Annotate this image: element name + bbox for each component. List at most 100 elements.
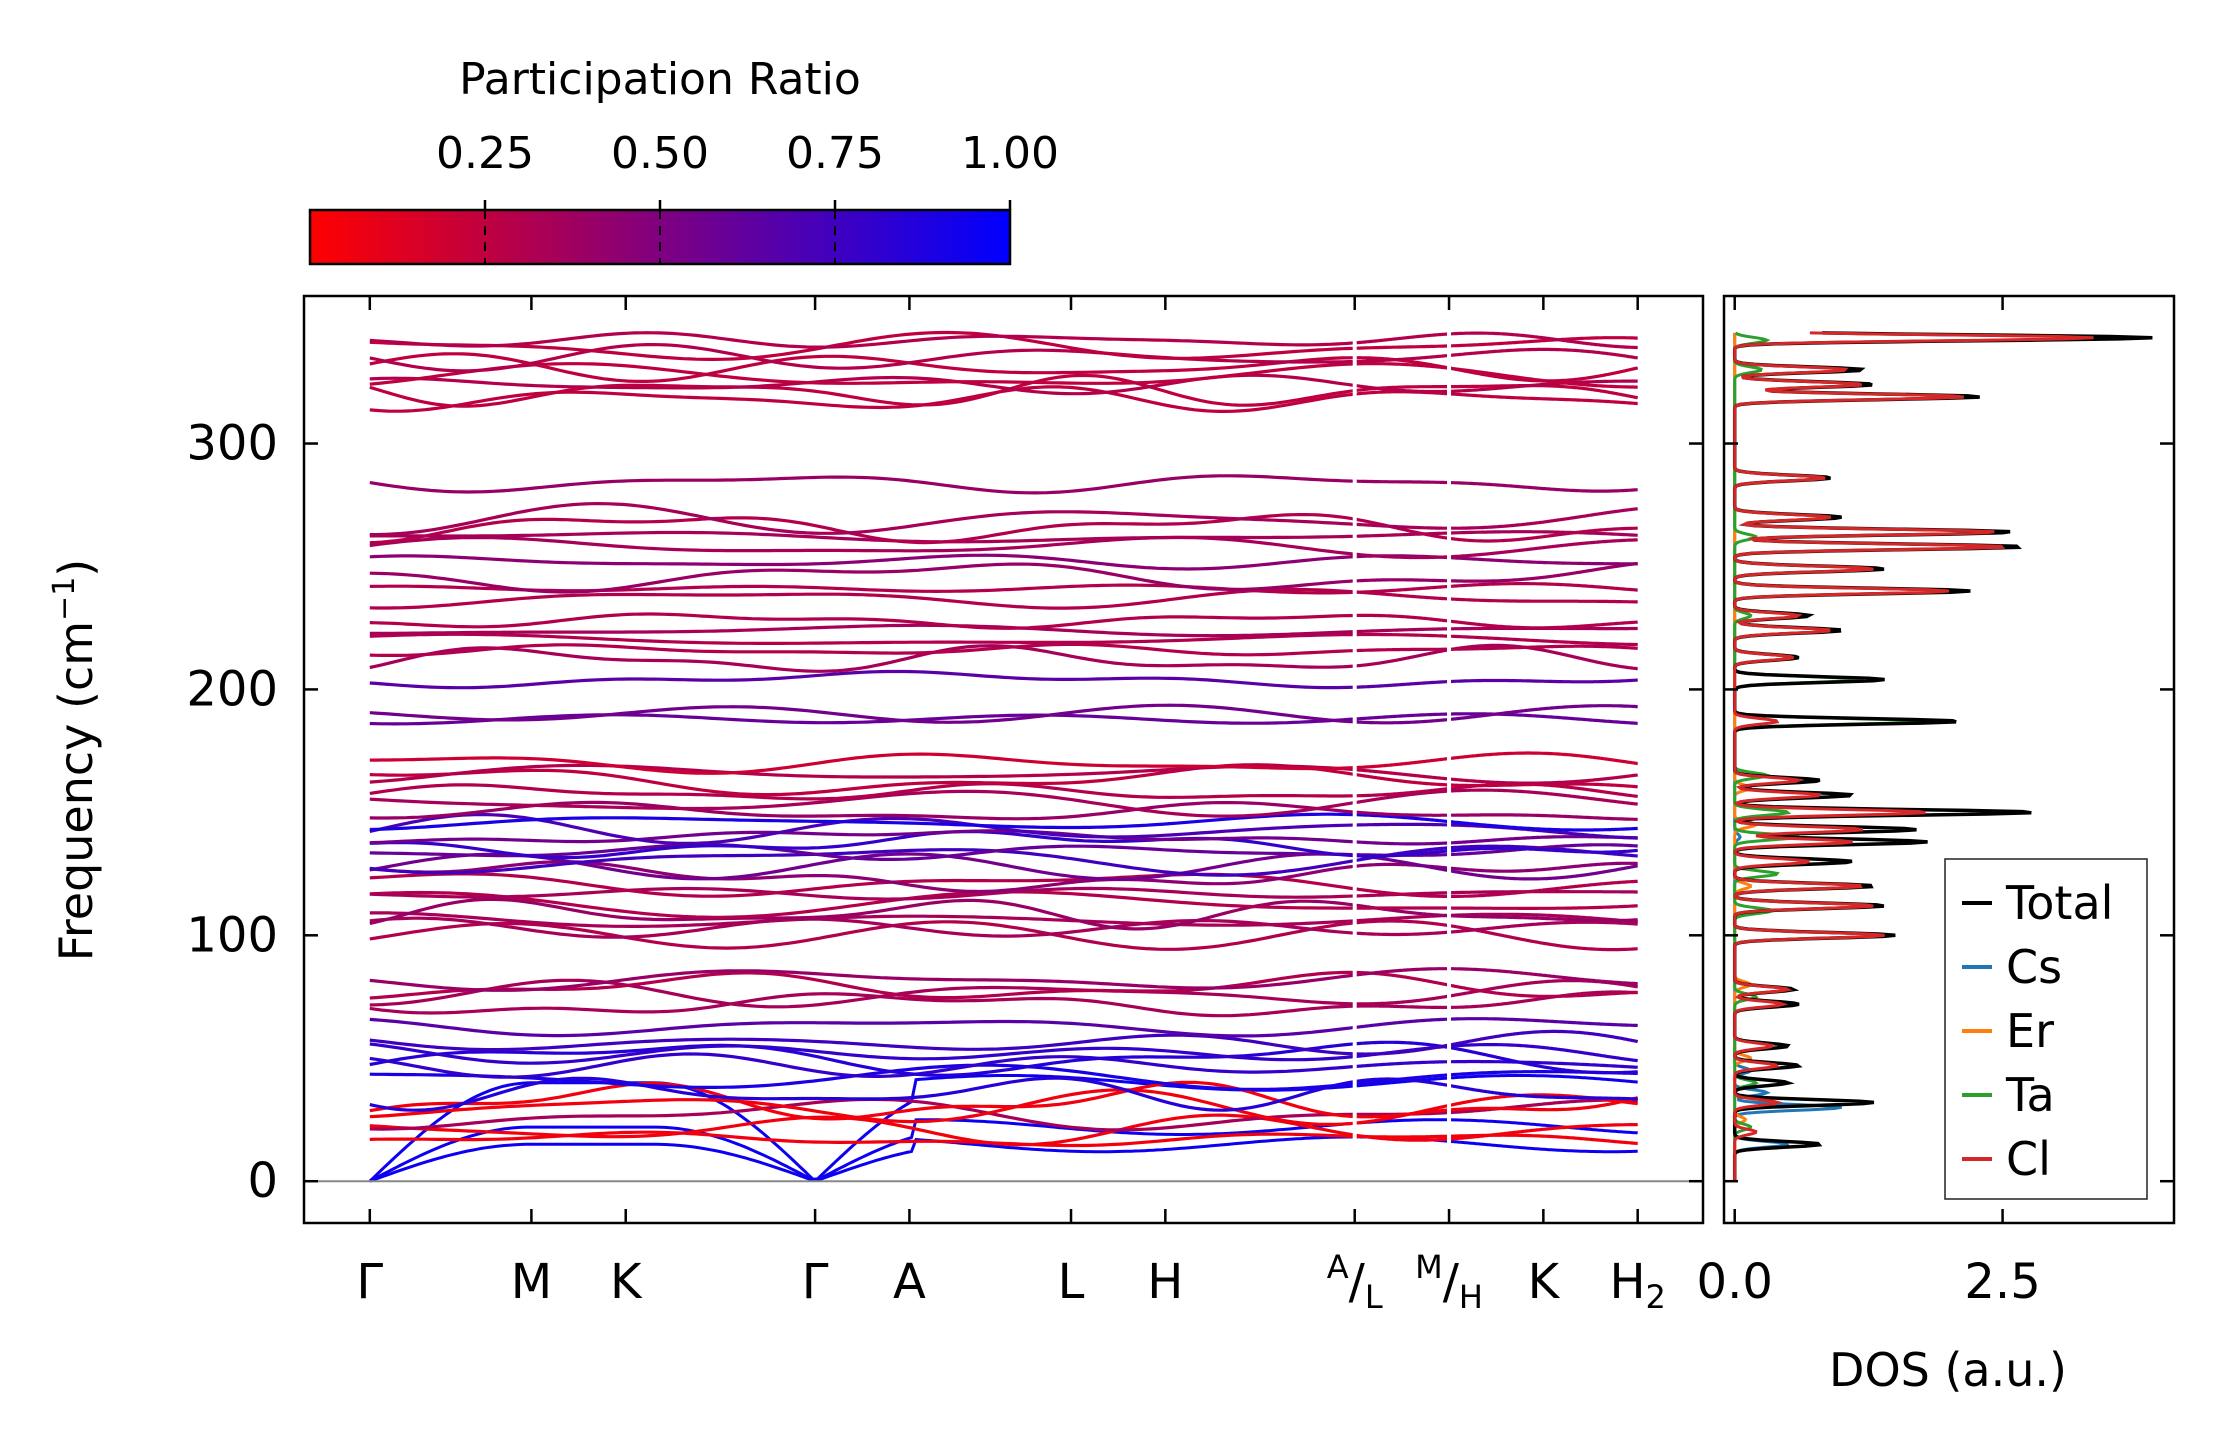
legend-label-er: Er — [2006, 1004, 2054, 1058]
phonon-band — [1354, 648, 1450, 668]
phonon-band — [369, 1076, 1355, 1112]
phonon-band — [369, 1052, 1355, 1079]
x-tick-label: K — [610, 1254, 643, 1310]
phonon-band — [1449, 1017, 1638, 1028]
phonon-band — [369, 1017, 1355, 1038]
phonon-band — [369, 812, 1355, 832]
phonon-band — [369, 763, 1355, 784]
colorbar-title: Participation Ratio — [459, 54, 861, 105]
phonon-band — [1354, 479, 1449, 485]
svg-text:Frequency (cm−1): Frequency (cm−1) — [47, 559, 103, 962]
phonon-band — [369, 612, 1355, 630]
x-tick-label: M — [511, 1254, 552, 1310]
phonon-band — [1354, 584, 1450, 594]
phonon-band — [1448, 983, 1638, 998]
phonon-band — [1448, 1122, 1638, 1141]
phonon-band — [1448, 704, 1638, 722]
phonon-band — [1354, 680, 1449, 689]
path-break — [1447, 298, 1452, 1185]
phonon-band — [1354, 1043, 1450, 1056]
phonon-band — [1449, 890, 1638, 895]
x-tick-label: M/H — [1415, 1248, 1483, 1316]
colorbar-tick-label: 0.50 — [611, 128, 709, 179]
path-break — [1352, 298, 1357, 1185]
phonon-band — [1354, 1133, 1449, 1142]
phonon-band — [1354, 994, 1450, 1006]
phonon-band — [1354, 787, 1450, 798]
y-tick-label: 100 — [186, 907, 278, 963]
acoustic-band — [369, 1118, 1355, 1183]
phonon-band — [1354, 919, 1450, 928]
phonon-band — [1354, 846, 1450, 863]
phonon-band — [369, 782, 1355, 801]
phonon-band — [1448, 773, 1638, 785]
phonon-band — [369, 669, 1355, 690]
phonon-band — [1448, 864, 1638, 881]
acoustic-band — [1449, 1118, 1638, 1135]
phonon-band — [1354, 344, 1449, 350]
dos-curve-cl — [1733, 331, 2094, 1182]
phonon-band — [1354, 840, 1450, 846]
colorbar-tick-label: 0.25 — [436, 128, 534, 179]
colorbar-tick-label: 0.75 — [786, 128, 884, 179]
dos-x-axis-label: DOS (a.u.) — [1829, 1343, 2067, 1397]
phonon-band — [1449, 379, 1638, 393]
phonon-band — [1354, 930, 1449, 937]
phonon-band — [369, 623, 1355, 638]
phonon-band — [1354, 613, 1450, 623]
phonon-band — [1449, 561, 1638, 583]
phonon-band — [1354, 578, 1449, 583]
phonon-band — [1354, 813, 1450, 824]
phonon-band — [1448, 861, 1638, 873]
y-axis-label-main: Frequency (cm — [49, 621, 103, 961]
x-tick-label: A — [893, 1254, 926, 1310]
phonon-band — [1449, 644, 1638, 651]
phonon-band — [1354, 712, 1449, 721]
dos-axes-frame — [1722, 294, 2176, 1225]
legend-label-cl: Cl — [2006, 1132, 2051, 1186]
acoustic-band — [1448, 1139, 1638, 1154]
phonon-band — [1354, 822, 1449, 827]
phonon-band — [1354, 1073, 1449, 1086]
phonon-band — [1354, 531, 1450, 538]
x-tick-label: H — [1147, 1254, 1183, 1310]
phonon-band — [1448, 788, 1638, 806]
phonon-band — [369, 897, 1355, 931]
acoustic-band — [369, 1135, 1355, 1183]
phonon-band — [1354, 768, 1449, 781]
phonon-band — [1448, 1045, 1638, 1075]
phonon-band — [369, 513, 1355, 545]
phonon-band — [369, 553, 1355, 571]
phonon-band — [369, 890, 1355, 919]
phonon-band — [1449, 712, 1638, 725]
phonon-band — [1449, 530, 1638, 537]
phonon-band — [1354, 627, 1449, 634]
phonon-band — [369, 644, 1355, 673]
phonon-band — [369, 829, 1355, 845]
phonon-band — [369, 848, 1355, 877]
phonon-band — [369, 632, 1355, 645]
y-axis-label: Frequency (cm−1) — [47, 559, 103, 962]
phonon-band — [369, 920, 1355, 951]
phonon-band — [369, 330, 1355, 361]
x-tick-label: Γ — [802, 1254, 829, 1310]
acoustic-band — [1354, 1076, 1449, 1088]
phonon-band — [1448, 643, 1638, 671]
phonon-band — [1354, 1040, 1450, 1050]
phonon-band — [1354, 647, 1449, 653]
x-tick-label: L — [1058, 1254, 1085, 1310]
phonon-band — [369, 642, 1355, 657]
phonon-band — [1354, 517, 1449, 540]
phonon-band — [1354, 522, 1449, 530]
phonon-band — [1448, 1096, 1639, 1112]
phonon-band — [1449, 1059, 1638, 1069]
y-axis-label-sup: −1 — [47, 577, 82, 621]
phonon-band — [1354, 632, 1449, 638]
phonon-band — [369, 992, 1355, 1018]
phonon-band — [369, 562, 1355, 594]
phonon-band — [369, 969, 1355, 992]
phonon-band — [1448, 392, 1638, 406]
phonon-band — [369, 713, 1355, 726]
x-tick-label: K — [1528, 1254, 1561, 1310]
phonon-band — [1449, 634, 1638, 647]
